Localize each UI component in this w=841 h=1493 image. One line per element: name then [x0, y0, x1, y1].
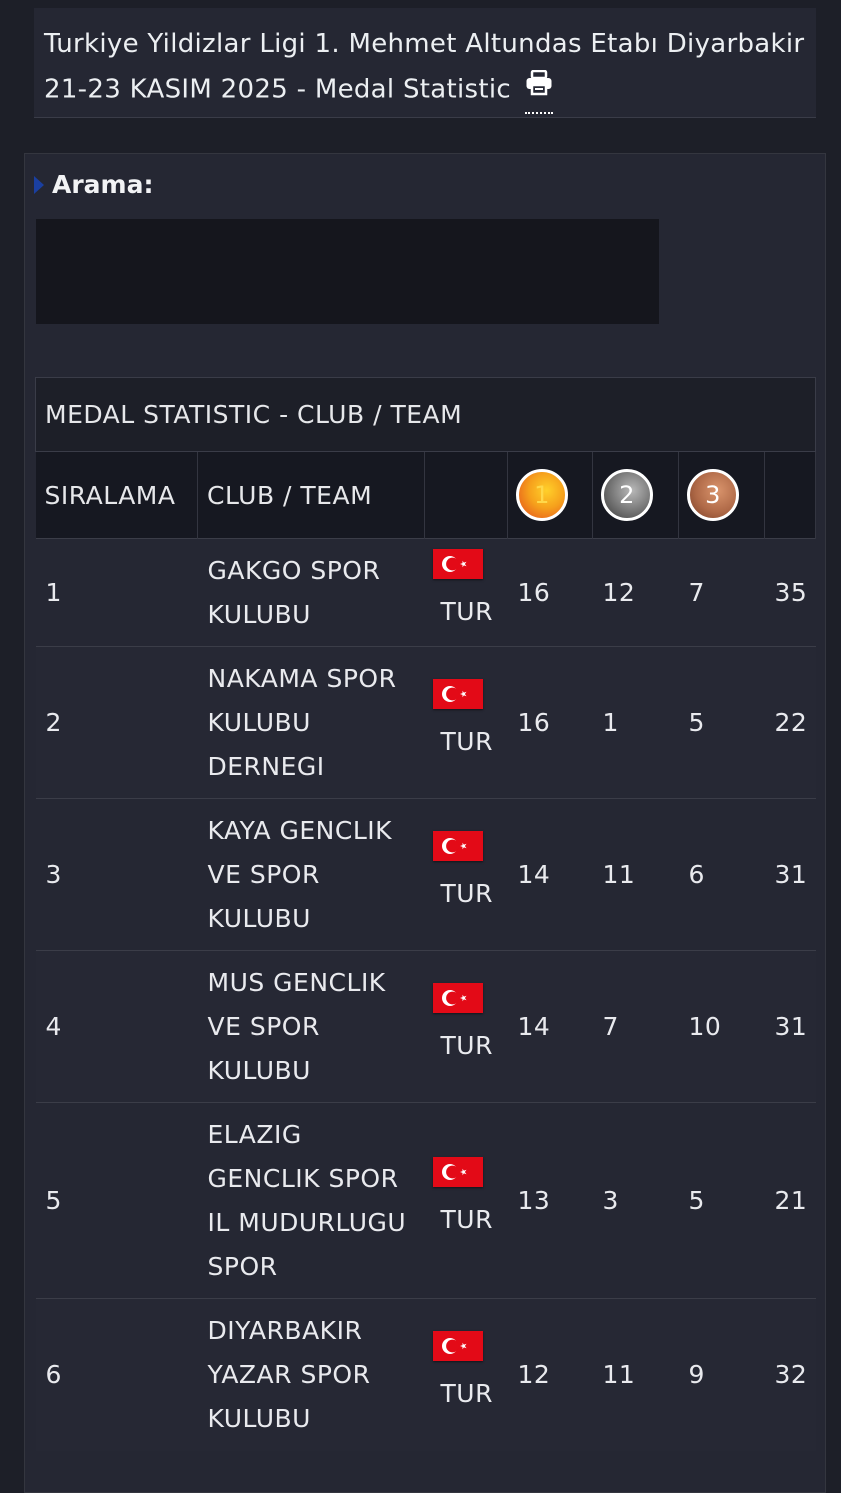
club-name-line: GENCLIK SPOR [207, 1163, 399, 1193]
country-code: TUR [440, 879, 493, 908]
silver-count: 3 [592, 1102, 679, 1299]
bronze-count: 7 [678, 538, 765, 647]
club-name-line: NAKAMA SPOR [207, 663, 397, 693]
column-header-total [764, 451, 817, 539]
gold-count: 14 [507, 798, 593, 951]
total-count: 31 [764, 798, 816, 951]
total-count: 21 [764, 1102, 816, 1299]
club-cell[interactable]: ELAZIG GENCLIK SPOR IL MUDURLUGU SPOR [197, 1102, 425, 1299]
silver-count: 11 [592, 798, 679, 951]
turkey-flag-icon [432, 1331, 483, 1361]
total-count: 32 [764, 1298, 816, 1451]
turkey-flag-icon [432, 549, 483, 579]
club-cell[interactable]: DIYARBAKIR YAZAR SPOR KULUBU [197, 1298, 425, 1451]
club-name-line: DERNEGI [207, 751, 325, 781]
total-count: 31 [764, 950, 816, 1103]
rank-cell: 4 [35, 950, 198, 1103]
club-name-line: SPOR [207, 1251, 278, 1281]
bronze-count: 6 [678, 798, 765, 951]
page-title: Turkiye Yildizlar Ligi 1. Mehmet Altunda… [44, 29, 805, 105]
club-name-line: KULUBU [207, 707, 311, 737]
rank-cell: 5 [35, 1102, 198, 1299]
club-name-line: DIYARBAKIR [207, 1315, 363, 1345]
medal-table: MEDAL STATISTIC - CLUB / TEAM SIRALAMA C… [34, 377, 817, 1451]
table-row: 6 DIYARBAKIR YAZAR SPOR KULUBU TUR 12 11 9 32 [35, 1298, 816, 1451]
club-name-line: GAKGO SPOR [207, 555, 381, 585]
silver-medal-icon: 2 [601, 469, 653, 521]
bronze-count: 10 [678, 950, 765, 1103]
column-header-silver[interactable]: 2 [592, 451, 679, 539]
caret-right-icon [34, 175, 44, 194]
gold-count: 16 [507, 538, 593, 647]
bronze-medal-icon: 3 [687, 469, 739, 521]
country-cell: TUR [424, 538, 508, 647]
country-code: TUR [440, 1379, 493, 1408]
table-row: 3 KAYA GENCLIK VE SPOR KULUBU TUR 14 11 6 31 [35, 798, 816, 951]
search-label: Arama: [34, 170, 153, 199]
gold-count: 16 [507, 646, 593, 799]
gold-medal-icon: 1 [516, 469, 568, 521]
bronze-count: 5 [678, 1102, 765, 1299]
club-cell[interactable]: NAKAMA SPOR KULUBU DERNEGI [197, 646, 425, 799]
country-cell: TUR [424, 1102, 508, 1299]
club-name-line: KAYA GENCLIK [207, 815, 393, 845]
total-count: 35 [764, 538, 816, 647]
country-cell: TUR [424, 950, 508, 1103]
column-header-bronze[interactable]: 3 [678, 451, 765, 539]
rank-cell: 1 [35, 538, 198, 647]
country-cell: TUR [424, 1298, 508, 1451]
club-name-line: KULUBU [207, 1403, 311, 1433]
rank-cell: 3 [35, 798, 198, 951]
silver-count: 1 [592, 646, 679, 799]
club-cell[interactable]: GAKGO SPOR KULUBU [197, 538, 425, 647]
country-code: TUR [440, 597, 493, 626]
total-count: 22 [764, 646, 816, 799]
table-row: 5 ELAZIG GENCLIK SPOR IL MUDURLUGU SPOR TUR 13… [35, 1102, 816, 1299]
page-title-box: Turkiye Yildizlar Ligi 1. Mehmet Altunda… [34, 8, 816, 118]
table-row: 2 NAKAMA SPOR KULUBU DERNEGI TUR 16 1 5 22 [35, 646, 816, 799]
gold-count: 12 [507, 1298, 593, 1451]
club-name-line: MUS GENCLIK [207, 967, 386, 997]
club-name-line: ELAZIG [207, 1119, 302, 1149]
club-name-line: KULUBU [207, 903, 311, 933]
silver-count: 12 [592, 538, 679, 647]
table-row: 1 GAKGO SPOR KULUBU TUR 16 12 7 35 [35, 538, 816, 647]
club-name-line: YAZAR SPOR [207, 1359, 371, 1389]
table-caption: MEDAL STATISTIC - CLUB / TEAM [34, 377, 817, 452]
country-code: TUR [440, 1205, 493, 1234]
country-cell: TUR [424, 798, 508, 951]
bronze-count: 9 [678, 1298, 765, 1451]
country-code: TUR [440, 727, 493, 756]
club-name-line: VE SPOR [207, 859, 320, 889]
club-cell[interactable]: KAYA GENCLIK VE SPOR KULUBU [197, 798, 425, 951]
club-cell[interactable]: MUS GENCLIK VE SPOR KULUBU [197, 950, 425, 1103]
turkey-flag-icon [432, 983, 483, 1013]
turkey-flag-icon [432, 831, 483, 861]
search-input[interactable] [36, 219, 659, 324]
country-code: TUR [440, 1031, 493, 1060]
gold-count: 13 [507, 1102, 593, 1299]
column-header-country [424, 451, 508, 539]
silver-count: 7 [592, 950, 679, 1103]
country-cell: TUR [424, 646, 508, 799]
club-name-line: IL MUDURLUGU [207, 1207, 407, 1237]
gold-count: 14 [507, 950, 593, 1103]
column-header-club[interactable]: CLUB / TEAM [197, 451, 425, 539]
bronze-count: 5 [678, 646, 765, 799]
turkey-flag-icon [432, 1157, 483, 1187]
club-name-line: KULUBU [207, 599, 311, 629]
club-name-line: VE SPOR [207, 1011, 320, 1041]
rank-cell: 2 [35, 646, 198, 799]
rank-cell: 6 [35, 1298, 198, 1451]
turkey-flag-icon [432, 679, 483, 709]
column-header-rank[interactable]: SIRALAMA [35, 451, 198, 539]
silver-count: 11 [592, 1298, 679, 1451]
club-name-line: KULUBU [207, 1055, 311, 1085]
table-row: 4 MUS GENCLIK VE SPOR KULUBU TUR 14 7 10 31 [35, 950, 816, 1103]
search-label-text: Arama: [52, 170, 154, 199]
column-header-gold[interactable]: 1 [507, 451, 593, 539]
printer-icon[interactable] [525, 66, 554, 114]
